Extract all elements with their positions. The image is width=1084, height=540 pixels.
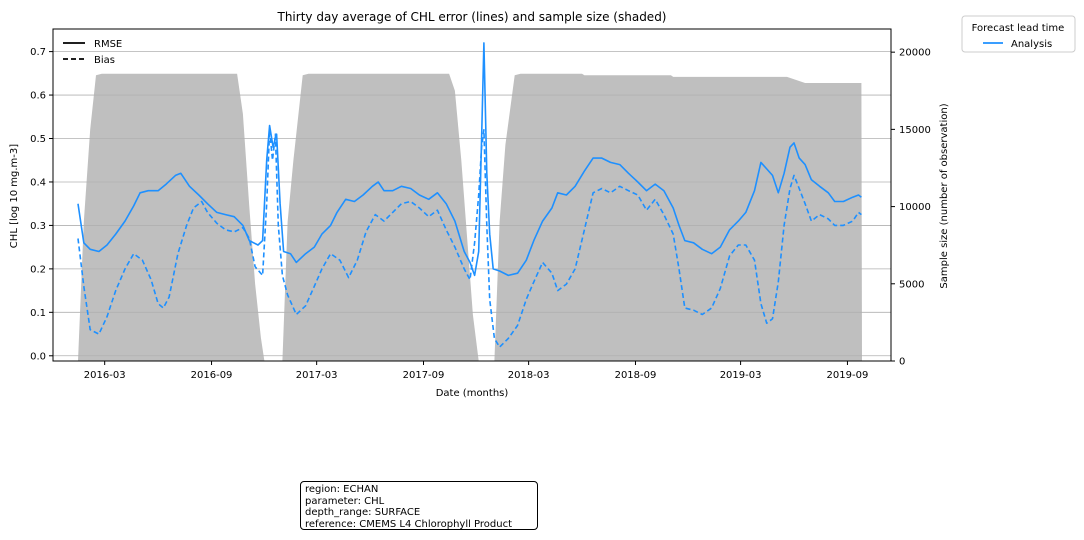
sample-size-area	[78, 73, 862, 362]
x-tick-label: 2019-09	[827, 370, 869, 381]
metadata-depth-range: depth_range: SURFACE	[305, 507, 421, 518]
x-axis-ticks: 2016-03 2016-09 2017-03 2017-09 2018-03 2018-…	[84, 361, 869, 381]
plot-frame	[52, 28, 892, 362]
metadata-reference: reference: CMEMS L4 Chlorophyll Product	[305, 518, 513, 530]
x-tick-label: 2018-03	[508, 370, 550, 381]
y2-tick-label: 0	[899, 357, 905, 368]
metadata-box: region: ECHAN parameter: CHL depth_range…	[300, 481, 538, 530]
y-tick-label: 0.3	[30, 221, 46, 232]
y2-tick-label: 10000	[899, 202, 931, 213]
series-legend: Forecast lead time Analysis	[961, 15, 1076, 53]
x-tick-label: 2017-09	[403, 370, 445, 381]
y-axis-label: CHL [log 10 mg.m-3]	[9, 144, 20, 248]
y-tick-label: 0.6	[30, 91, 46, 102]
y2-tick-label: 5000	[899, 279, 924, 290]
metadata-region: region: ECHAN	[305, 484, 379, 495]
y-tick-label: 0.2	[30, 264, 46, 275]
y2-axis-ticks: 0 5000 10000 15000 20000	[891, 48, 931, 368]
y-tick-label: 0.7	[30, 47, 46, 58]
y-axis-ticks: 0.0 0.1 0.2 0.3 0.4 0.5 0.6 0.7	[30, 47, 53, 362]
series-legend-title: Forecast lead time	[972, 23, 1065, 34]
x-tick-label: 2018-09	[615, 370, 657, 381]
x-tick-label: 2016-03	[84, 370, 126, 381]
chart-title: Thirty day average of CHL error (lines) …	[277, 10, 667, 24]
y-tick-label: 0.4	[30, 177, 46, 188]
series-legend-label: Analysis	[1011, 39, 1052, 50]
x-tick-label: 2016-09	[191, 370, 233, 381]
line-style-legend: RMSE Bias	[63, 39, 122, 66]
series-line-rmse	[77, 42, 862, 277]
x-tick-label: 2017-03	[296, 370, 338, 381]
y2-tick-label: 20000	[899, 48, 931, 59]
series-lines	[77, 42, 862, 348]
legend-label-bias: Bias	[94, 55, 115, 66]
metadata-parameter: parameter: CHL	[305, 495, 385, 507]
y-tick-label: 0.1	[30, 308, 46, 319]
legend-label-rmse: RMSE	[94, 39, 122, 50]
y-tick-label: 0.0	[30, 351, 46, 362]
x-tick-label: 2019-03	[720, 370, 762, 381]
y2-tick-label: 15000	[899, 125, 931, 136]
sample-size-area-group	[78, 73, 862, 362]
x-axis-label: Date (months)	[436, 388, 509, 399]
series-line-bias	[77, 129, 862, 348]
y-tick-label: 0.5	[30, 134, 46, 145]
y2-axis-label: Sample size (number of observation)	[939, 103, 950, 288]
